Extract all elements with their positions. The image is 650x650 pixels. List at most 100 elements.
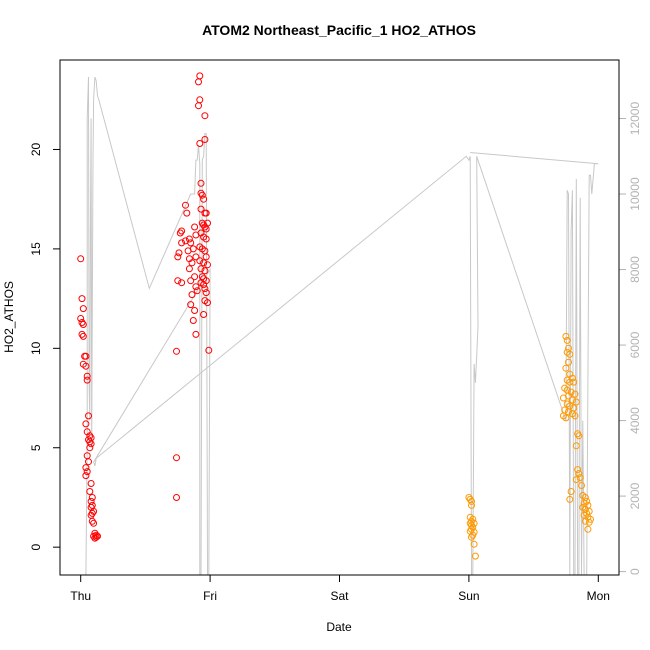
y-tick-label: 0	[29, 544, 43, 551]
data-point-orange	[566, 350, 574, 358]
data-point-red	[82, 420, 90, 428]
y2-tick-label: 4000	[628, 407, 642, 434]
y2-tick-label: 12000	[628, 102, 642, 136]
data-point-orange	[468, 533, 475, 541]
data-point-red	[77, 315, 85, 322]
data-point-orange	[562, 332, 570, 340]
data-point-red	[173, 454, 180, 462]
data-point-red	[175, 249, 183, 257]
data-point-red	[178, 227, 186, 235]
data-point-red	[191, 273, 199, 281]
data-point-orange	[471, 552, 479, 560]
data-point-red	[195, 102, 202, 110]
data-point-orange	[571, 412, 579, 420]
data-point-red	[87, 480, 95, 487]
data-point-red	[202, 209, 210, 217]
x-tick-label: Fri	[203, 589, 217, 603]
data-point-red	[188, 259, 196, 267]
data-point-orange	[571, 390, 579, 398]
data-point-orange	[559, 394, 567, 402]
data-point-red	[174, 277, 182, 285]
data-point-red	[197, 189, 205, 197]
data-point-orange	[572, 476, 580, 484]
data-point-red	[183, 209, 191, 217]
data-point-orange	[575, 470, 583, 478]
data-point-red	[173, 347, 180, 355]
data-point-orange	[468, 501, 475, 509]
data-point-red	[77, 255, 85, 263]
y-tick-label: 20	[29, 142, 43, 156]
data-point-orange	[572, 442, 580, 450]
data-point-orange	[581, 517, 589, 525]
data-point-red	[204, 261, 211, 269]
data-point-red	[79, 305, 87, 313]
data-point-red	[86, 488, 94, 495]
data-point-red	[176, 229, 184, 237]
data-point-orange	[575, 432, 583, 440]
series-layer	[77, 72, 599, 576]
data-point-orange	[565, 358, 572, 366]
data-point-orange	[562, 414, 570, 422]
data-point-red	[192, 283, 200, 291]
chart-title: ATOM2 Northeast_Pacific_1 HO2_ATHOS	[202, 22, 476, 38]
data-point-red	[79, 332, 87, 340]
data-point-red	[196, 140, 204, 147]
data-point-red	[200, 259, 208, 267]
y-tick-label: 5	[29, 444, 43, 451]
data-point-orange	[565, 408, 572, 416]
data-point-red	[88, 494, 96, 501]
data-point-red	[90, 519, 98, 527]
data-point-red	[83, 468, 91, 476]
data-point-orange	[576, 474, 584, 482]
data-point-red	[202, 225, 210, 233]
data-point-red	[78, 319, 86, 326]
data-point-orange	[572, 398, 580, 406]
y-axis-label: HO2_ATHOS	[2, 281, 16, 353]
y2-tick-label: 6000	[628, 331, 642, 358]
altitude-line	[85, 76, 599, 576]
data-point-red	[196, 257, 204, 265]
data-point-orange	[566, 495, 574, 503]
y-tick-label: 10	[29, 341, 43, 355]
data-point-orange	[574, 466, 582, 474]
data-point-red	[82, 472, 90, 480]
data-point-red	[94, 532, 101, 540]
data-point-red	[83, 372, 91, 380]
data-point-red	[79, 321, 87, 328]
data-point-red	[178, 239, 186, 247]
data-point-red	[174, 253, 182, 261]
data-point-red	[88, 517, 96, 525]
data-point-red	[205, 346, 213, 354]
data-point-red	[200, 311, 208, 318]
data-point-red	[202, 289, 210, 297]
x-tick-label: Sat	[330, 589, 349, 603]
data-point-red	[178, 279, 186, 287]
data-point-red	[88, 509, 96, 517]
data-point-red	[86, 444, 94, 452]
data-point-orange	[563, 336, 571, 344]
data-point-red	[92, 533, 100, 541]
data-point-red	[188, 291, 196, 299]
data-point-red	[193, 287, 201, 295]
data-point-red	[78, 295, 86, 303]
y2-tick-label: 0	[628, 568, 642, 575]
data-point-red	[201, 285, 209, 293]
data-point-red	[182, 201, 189, 209]
data-point-red	[187, 239, 195, 247]
x-axis-label: Date	[326, 620, 352, 634]
data-point-red	[187, 301, 195, 309]
y2-tick-label: 10000	[628, 177, 642, 211]
data-point-red	[197, 205, 205, 213]
data-point-red	[201, 267, 209, 275]
data-point-orange	[568, 396, 576, 404]
data-point-red	[82, 464, 90, 472]
data-point-red	[82, 352, 90, 360]
data-point-orange	[469, 531, 477, 539]
data-point-red	[185, 235, 193, 243]
data-point-red	[202, 235, 210, 243]
data-point-red	[191, 307, 199, 314]
data-point-red	[82, 362, 90, 370]
data-point-orange	[574, 430, 582, 438]
